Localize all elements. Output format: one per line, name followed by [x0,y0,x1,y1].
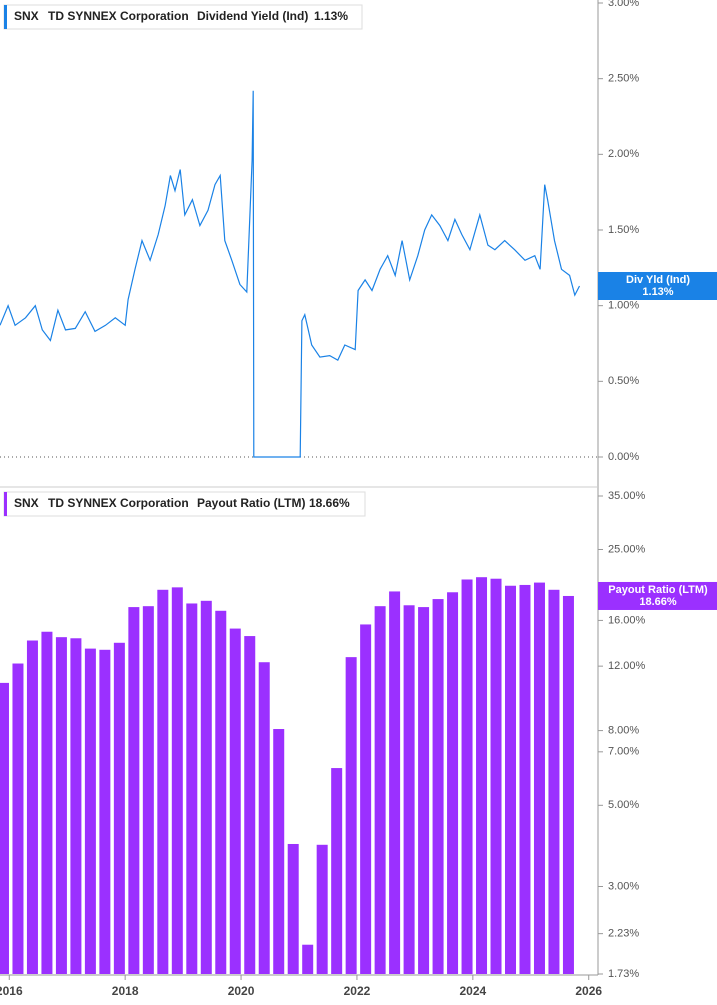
bar [432,599,444,974]
x-tick-label: 2016 [0,984,23,998]
legend-value: 18.66% [309,496,350,510]
bar [418,607,430,974]
bar [389,591,401,974]
badge-value: 1.13% [642,286,673,298]
y-tick-label: 16.00% [608,614,646,626]
legend-ticker: SNX [14,9,39,23]
y-tick-label: 2.23% [608,928,639,940]
bar [519,584,531,974]
bar [26,640,38,974]
bar [113,642,125,974]
marks [0,90,581,974]
bar [548,589,560,974]
bar [533,582,545,974]
y-tick-label: 8.00% [608,725,639,737]
bar [186,603,198,974]
legend-value: 1.13% [314,9,348,23]
bar [171,587,183,974]
bar [461,579,473,974]
y-tick-label: 35.00% [608,490,646,502]
bar [476,577,488,974]
y-tick-label: 2.00% [608,148,639,160]
line [0,90,581,458]
legend-box [3,4,363,30]
bar [12,663,24,974]
bar [55,637,67,974]
y-tick-label: 7.00% [608,746,639,758]
y-tick-label: 1.50% [608,224,639,236]
bar [157,589,169,974]
legend-company: TD SYNNEX Corporation [48,9,189,23]
badge-value: 18.66% [639,596,677,608]
legend: SNX TD SYNNEX Corporation Payout Ratio (… [3,491,366,517]
y-tick-label: 0.50% [608,375,639,387]
bar [0,682,9,974]
legend-box [3,491,366,517]
y-tick-label: 1.73% [608,968,639,980]
x-tick-label: 2018 [112,984,139,998]
legend-series: Dividend Yield (Ind) [197,9,308,23]
bar [447,592,459,974]
bar [345,657,357,974]
bar [360,624,372,974]
badge-name: Payout Ratio (LTM) [608,584,708,596]
value-badge [598,271,717,300]
bar [316,844,328,974]
x-tick-label: 2026 [575,984,602,998]
legend-ticker: SNX [14,496,39,510]
bar [244,636,256,974]
bar [287,843,299,974]
bar [490,578,502,974]
bar [99,649,111,974]
bar [142,606,154,974]
x-tick-label: 2024 [459,984,486,998]
bar [273,729,285,974]
bar [258,662,270,974]
bar [41,631,53,974]
bar [403,605,415,974]
y-tick-label: 1.00% [608,300,639,312]
value-badge [598,581,717,610]
y-tick-label: 2.50% [608,73,639,85]
legend-swatch [4,5,7,29]
bar [200,600,212,974]
y-tick-label: 0.00% [608,451,639,463]
y-tick-label: 3.00% [608,880,639,892]
bar [302,944,314,974]
y-tick-label: 12.00% [608,660,646,672]
y-tick-label: 3.00% [608,0,639,9]
bar [128,607,140,974]
x-tick-label: 2022 [344,984,371,998]
bar [84,648,96,974]
legend-company: TD SYNNEX Corporation [48,496,189,510]
bar [70,638,82,974]
y-tick-label: 25.00% [608,543,646,555]
badge-name: Div Yld (Ind) [626,274,690,286]
legend-swatch [4,492,7,516]
bar [331,768,343,974]
x-tick-label: 2020 [228,984,255,998]
bar [215,610,227,974]
bar [374,606,386,974]
y-tick-label: 5.00% [608,799,639,811]
bar [562,595,574,974]
bar [505,585,517,974]
legend: SNX TD SYNNEX Corporation Dividend Yield… [3,4,363,30]
bar [229,628,241,974]
legend-series: Payout Ratio (LTM) [197,496,305,510]
